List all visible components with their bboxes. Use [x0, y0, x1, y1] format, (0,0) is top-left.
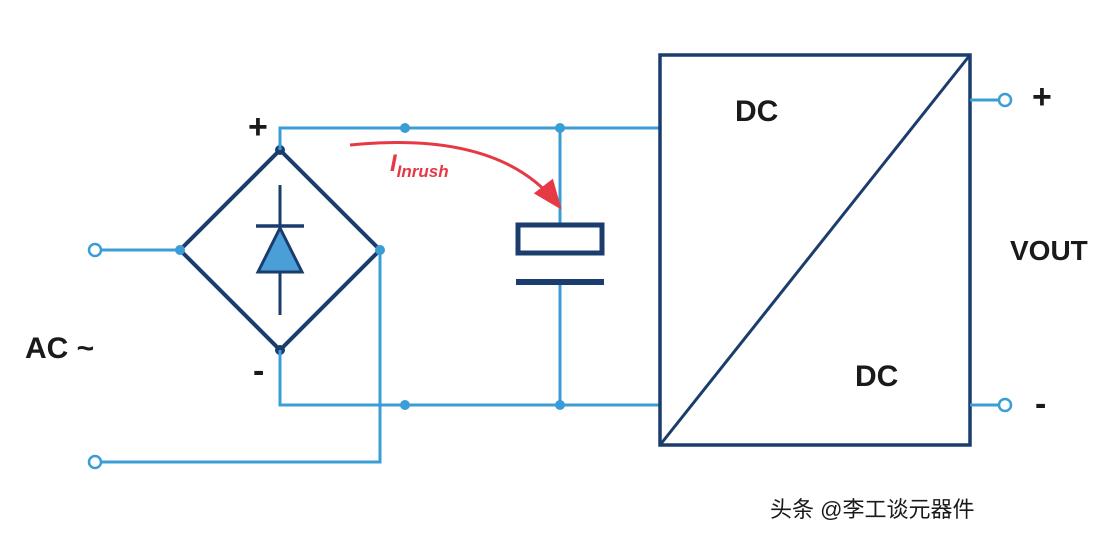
wire-bottom-rail — [280, 350, 660, 405]
inrush-label: IInrush — [390, 150, 449, 182]
ac-terminal-bottom — [89, 456, 101, 468]
vout-label: VOUT — [1010, 235, 1088, 267]
dc-bottom-label: DC — [855, 360, 898, 394]
dc-top-label: DC — [735, 95, 778, 129]
vout-terminal-bottom — [999, 399, 1011, 411]
rectifier-minus-label: - — [253, 352, 264, 391]
node-cap-bottom — [555, 400, 565, 410]
ac-label: AC ~ — [25, 332, 94, 366]
node-rect-right — [375, 245, 385, 255]
node-rect-left — [175, 245, 185, 255]
wire-ac-bottom — [101, 250, 380, 462]
capacitor-top-plate — [518, 225, 602, 253]
vout-minus-label: - — [1035, 385, 1046, 424]
ac-terminal-top — [89, 244, 101, 256]
node-bot-rail-start — [400, 400, 410, 410]
dcdc-diagonal — [660, 55, 970, 445]
inrush-arrow — [350, 143, 558, 206]
diode-triangle — [258, 228, 302, 272]
vout-terminal-top — [999, 94, 1011, 106]
node-top-rail-start — [400, 123, 410, 133]
rectifier-plus-label: + — [248, 108, 268, 147]
wire-top-rail — [280, 128, 660, 150]
node-cap-top — [555, 123, 565, 133]
vout-plus-label: + — [1032, 78, 1052, 117]
watermark-text: 头条 @李工谈元器件 — [770, 492, 974, 524]
